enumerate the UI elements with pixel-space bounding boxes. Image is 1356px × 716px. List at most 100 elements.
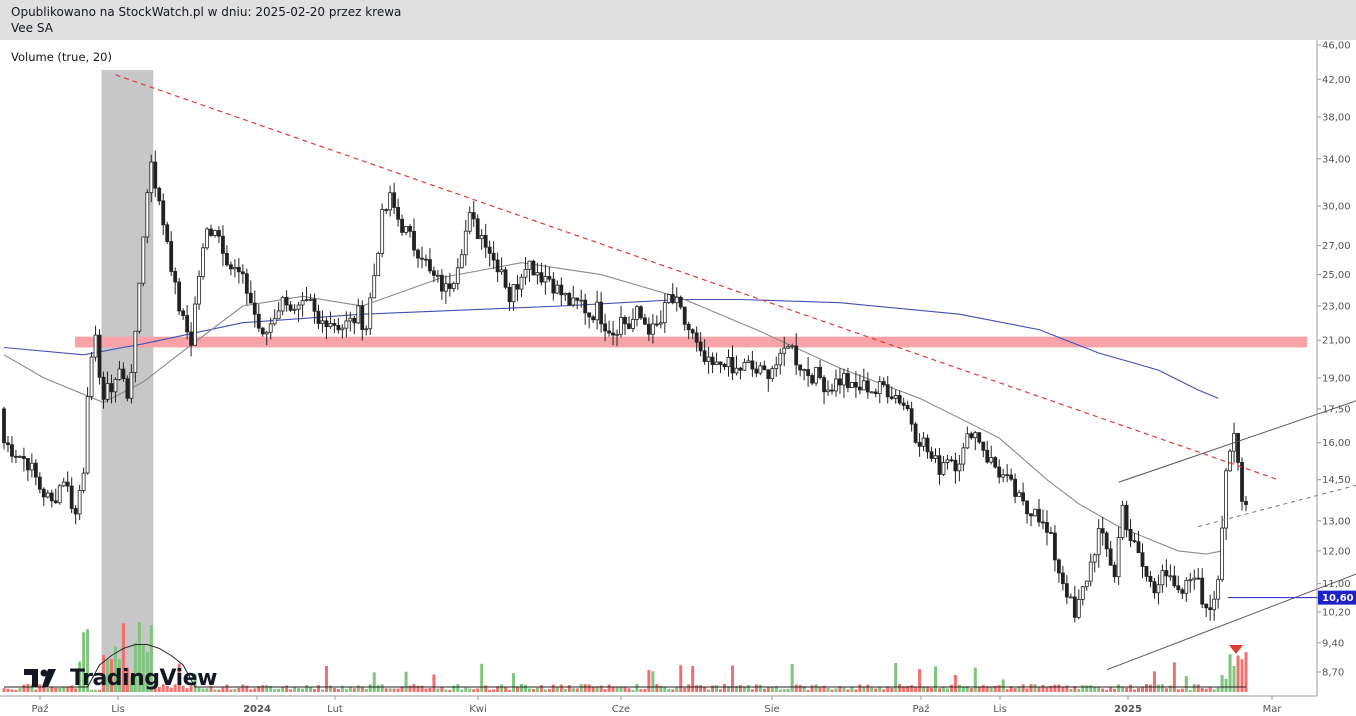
volume-bar xyxy=(639,689,643,692)
volume-bar xyxy=(388,688,392,692)
volume-bar xyxy=(535,687,539,692)
candle xyxy=(1064,583,1069,598)
candle xyxy=(368,297,373,330)
volume-bar xyxy=(551,684,555,692)
volume-bar xyxy=(1240,659,1244,692)
volume-bar xyxy=(1001,679,1005,692)
candle xyxy=(1140,552,1145,567)
candle xyxy=(531,260,536,276)
volume-bar xyxy=(177,663,181,692)
candle xyxy=(352,317,357,324)
logo-text: TradingView xyxy=(70,665,217,691)
volume-bar xyxy=(1065,685,1069,692)
volume-bar xyxy=(1081,685,1085,692)
candle xyxy=(165,224,170,242)
candle xyxy=(973,432,978,439)
candle xyxy=(774,364,779,370)
volume-bar xyxy=(348,687,352,692)
volume-bar xyxy=(157,686,161,692)
candle xyxy=(993,457,998,468)
candle xyxy=(495,259,500,273)
volume-bar xyxy=(448,689,452,692)
candle xyxy=(73,508,78,515)
candle xyxy=(953,459,958,472)
y-tick-label: 17,50 xyxy=(1322,404,1351,415)
candle xyxy=(933,455,938,459)
volume-bar xyxy=(273,689,277,692)
volume-bar xyxy=(384,688,388,692)
candle xyxy=(957,463,962,472)
candle xyxy=(1001,474,1006,478)
volume-bar xyxy=(719,689,723,692)
candle xyxy=(404,226,408,233)
volume-bar xyxy=(715,685,719,692)
candle xyxy=(33,462,38,478)
volume-bar xyxy=(922,687,926,692)
volume-bar xyxy=(141,645,145,692)
volume-bar xyxy=(563,689,567,692)
volume-bar xyxy=(62,687,66,692)
candle xyxy=(718,361,723,365)
volume-bar xyxy=(344,689,348,692)
candle xyxy=(706,356,711,362)
candle xyxy=(611,332,615,336)
candle xyxy=(575,297,580,301)
candle xyxy=(1148,575,1153,583)
candle xyxy=(1196,577,1201,580)
volume-bar xyxy=(508,689,512,692)
candle xyxy=(591,316,596,321)
y-tick-label: 19,00 xyxy=(1322,373,1351,384)
volume-bar xyxy=(428,687,432,692)
candle xyxy=(292,308,297,311)
candle xyxy=(324,320,329,328)
candle xyxy=(909,408,914,425)
volume-bar xyxy=(1033,684,1037,692)
candle xyxy=(965,433,970,449)
candle xyxy=(818,366,822,379)
candle xyxy=(1060,572,1065,585)
volume-bar xyxy=(117,659,121,692)
volume-bar xyxy=(340,685,344,692)
volume-bar xyxy=(1085,685,1089,692)
volume-bar xyxy=(1168,685,1172,692)
candle xyxy=(316,310,321,324)
volume-bar xyxy=(846,689,850,692)
volume-bar xyxy=(106,658,109,692)
candle xyxy=(969,433,974,439)
candle xyxy=(93,334,98,358)
volume-bar xyxy=(949,684,953,692)
candle xyxy=(929,451,934,459)
candle xyxy=(1136,541,1141,554)
candle xyxy=(53,500,58,504)
volume-bar xyxy=(695,685,699,692)
volume-bar xyxy=(1077,688,1081,692)
volume-bar xyxy=(937,688,941,692)
candle xyxy=(1088,561,1093,582)
candle xyxy=(443,283,448,292)
x-tick-label: Lis xyxy=(111,704,125,715)
candle xyxy=(69,485,74,509)
volume-bar xyxy=(651,671,655,692)
candle xyxy=(889,396,894,399)
volume-bar xyxy=(977,686,981,692)
candle xyxy=(814,366,818,384)
candle xyxy=(1072,596,1077,618)
y-tick-label: 23,00 xyxy=(1322,301,1351,312)
volume-bar xyxy=(297,687,301,692)
candle xyxy=(714,361,719,366)
candle xyxy=(758,365,763,374)
volume-bar xyxy=(452,685,456,692)
volume-bar xyxy=(806,689,810,692)
volume-bar xyxy=(1045,687,1049,692)
volume-bar xyxy=(926,686,930,692)
candle xyxy=(885,384,890,398)
volume-bar xyxy=(1073,686,1077,692)
volume-bar xyxy=(1013,688,1017,692)
candle xyxy=(850,381,854,388)
candle xyxy=(97,334,102,378)
candle xyxy=(901,402,906,406)
volume-bar xyxy=(878,687,882,692)
candle xyxy=(1228,450,1232,472)
candle xyxy=(857,386,862,391)
